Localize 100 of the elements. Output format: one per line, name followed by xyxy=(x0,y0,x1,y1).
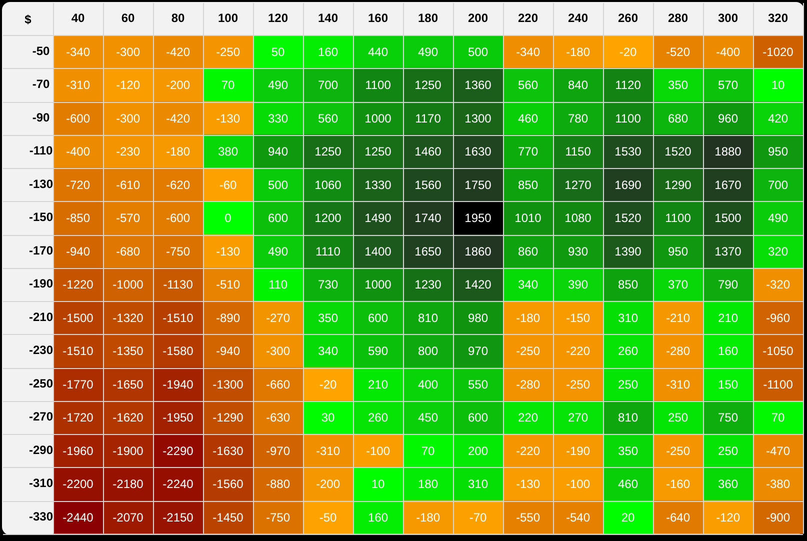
data-label: -120 xyxy=(116,78,140,92)
data-label: 260 xyxy=(368,410,388,425)
data-label: 490 xyxy=(768,211,788,226)
data-label: 700 xyxy=(768,178,788,192)
data-label: -70 xyxy=(469,510,487,524)
data-label: -1720 xyxy=(62,410,94,425)
data-label: -300 xyxy=(266,344,290,358)
data-label: 860 xyxy=(518,244,538,258)
data-label: -610 xyxy=(116,178,140,192)
data-label: 1010 xyxy=(514,211,542,226)
x-tick-label: 40 xyxy=(71,11,85,26)
data-label: 1300 xyxy=(464,111,492,126)
data-label: -630 xyxy=(266,410,290,425)
data-label: -320 xyxy=(766,278,790,292)
data-label: 840 xyxy=(568,78,588,92)
data-label: 1630 xyxy=(464,144,492,159)
data-label: -200 xyxy=(316,477,340,492)
data-label: 310 xyxy=(618,310,638,325)
data-label: 1670 xyxy=(714,178,742,192)
y-tick-label: -290 xyxy=(28,442,54,457)
data-label: -220 xyxy=(516,444,540,458)
data-label: 250 xyxy=(618,377,638,392)
x-tick-label: 140 xyxy=(318,11,338,26)
data-label: 700 xyxy=(318,78,338,92)
x-tick-label: 320 xyxy=(768,11,788,26)
data-label: 1060 xyxy=(314,178,342,192)
data-label: 1000 xyxy=(364,111,392,126)
data-label: -400 xyxy=(66,144,90,159)
data-label: 960 xyxy=(718,111,738,126)
data-label: -250 xyxy=(516,344,540,358)
data-label: -120 xyxy=(716,510,740,524)
data-label: 1950 xyxy=(464,211,492,226)
data-label: -340 xyxy=(516,44,540,59)
data-label: -970 xyxy=(266,444,290,458)
data-label: -1450 xyxy=(212,510,244,524)
data-label: -1510 xyxy=(162,310,194,325)
data-label: -160 xyxy=(666,477,690,492)
data-label: -60 xyxy=(219,178,237,192)
data-label: 10 xyxy=(371,477,385,492)
data-label: 460 xyxy=(618,477,638,492)
data-label: 30 xyxy=(321,410,335,425)
data-label: 1520 xyxy=(664,144,692,159)
y-tick-label: -130 xyxy=(28,176,54,191)
data-label: 570 xyxy=(718,78,738,92)
data-label: 1100 xyxy=(665,211,692,226)
data-label: 210 xyxy=(718,310,738,325)
data-label: 260 xyxy=(618,344,638,358)
data-label: 1110 xyxy=(316,244,341,258)
data-label: 1460 xyxy=(414,144,442,159)
data-label: -960 xyxy=(766,310,790,325)
y-tick-label: -110 xyxy=(29,144,53,158)
data-label: 1490 xyxy=(364,211,392,226)
y-tick-label: -210 xyxy=(28,310,54,324)
data-label: 600 xyxy=(268,211,288,226)
y-tick-label: -150 xyxy=(28,210,54,224)
data-label: -1650 xyxy=(112,377,144,392)
x-tick-label: 300 xyxy=(718,11,738,26)
x-tick-label: 120 xyxy=(268,11,288,26)
data-label: 1690 xyxy=(614,178,642,192)
data-label: -400 xyxy=(716,44,740,59)
data-label: -2240 xyxy=(162,477,194,492)
data-label: 590 xyxy=(368,344,388,358)
data-label: -2440 xyxy=(62,510,94,524)
data-label: -680 xyxy=(116,244,140,258)
data-label: 1100 xyxy=(615,111,642,126)
data-label: 1370 xyxy=(714,244,742,258)
data-label: -2290 xyxy=(162,444,194,458)
data-label: 1000 xyxy=(364,278,392,292)
data-label: -620 xyxy=(166,178,190,192)
data-label: -380 xyxy=(766,477,790,492)
y-tick-label: -70 xyxy=(32,77,50,92)
data-label: -880 xyxy=(266,477,290,492)
data-label: -720 xyxy=(66,178,90,192)
data-label: 1270 xyxy=(564,178,592,192)
x-tick-label: 280 xyxy=(668,11,688,26)
data-label: 70 xyxy=(221,78,235,92)
data-label: -220 xyxy=(566,344,590,358)
data-label: 1080 xyxy=(564,211,592,226)
data-label: 730 xyxy=(318,278,338,292)
data-label: 490 xyxy=(268,244,288,258)
data-label: 460 xyxy=(518,111,538,126)
data-label: 1560 xyxy=(414,178,442,192)
data-label: -1620 xyxy=(112,410,144,425)
data-label: 1120 xyxy=(615,78,642,92)
data-label: -1020 xyxy=(762,44,794,59)
data-label: -300 xyxy=(116,111,140,126)
x-tick-label: 180 xyxy=(418,11,438,26)
x-tick-label: 160 xyxy=(368,11,388,26)
data-label: -1220 xyxy=(62,278,94,292)
data-label: -1290 xyxy=(212,410,244,425)
data-label: 800 xyxy=(418,344,438,358)
data-label: 500 xyxy=(468,44,488,59)
data-label: -1560 xyxy=(212,477,244,492)
y-axis-title: $ xyxy=(24,12,32,26)
data-label: 390 xyxy=(568,278,588,292)
data-label: -1950 xyxy=(162,410,194,425)
data-label: -1510 xyxy=(62,344,94,358)
data-label: 360 xyxy=(718,477,738,492)
x-tick-label: 200 xyxy=(468,11,488,26)
data-label: 350 xyxy=(318,310,338,325)
